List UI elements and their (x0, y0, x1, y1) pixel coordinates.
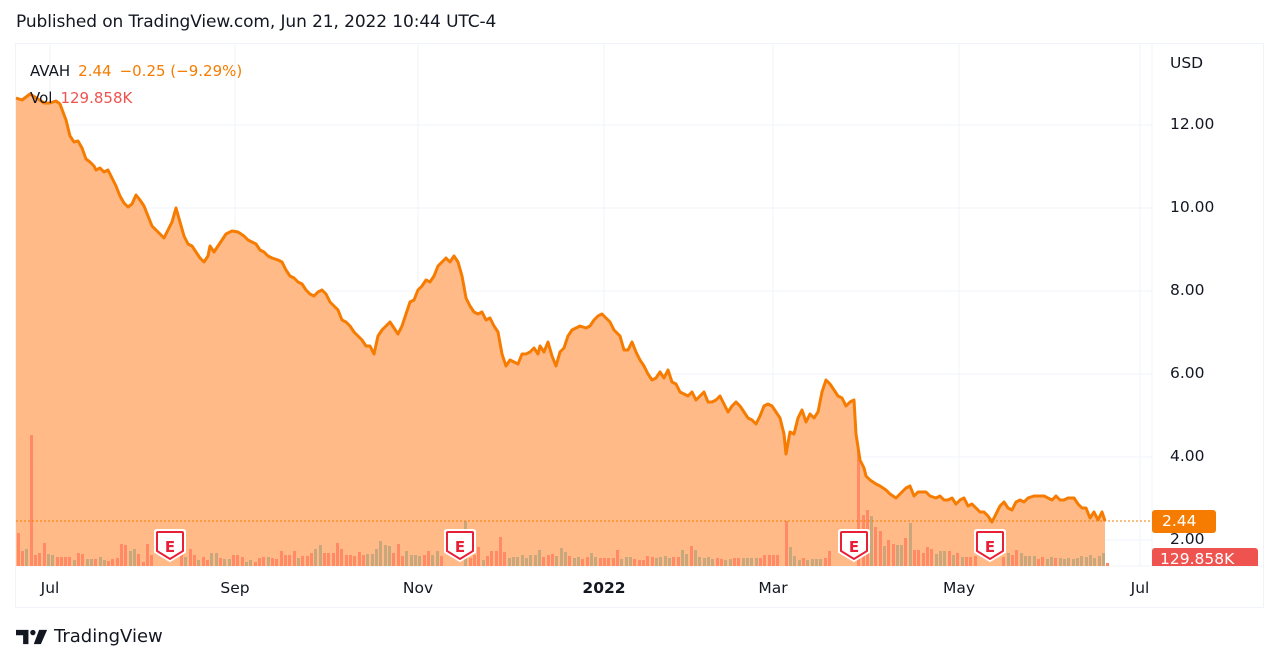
svg-text:E: E (455, 538, 465, 556)
last-price-value: 2.44 (78, 62, 112, 80)
chart-frame (15, 43, 1264, 608)
earnings-marker-3[interactable]: E (838, 529, 870, 563)
volume-label[interactable]: Vol (30, 89, 53, 107)
x-tick: Jul (1130, 579, 1150, 597)
earnings-marker-1[interactable]: E (154, 529, 186, 563)
volume-value: 129.858K (60, 89, 133, 107)
x-tick: May (942, 579, 976, 597)
currency-label[interactable]: USD (1170, 54, 1204, 72)
y-tick: 2.00 (1170, 530, 1205, 548)
x-tick: Jul (40, 579, 60, 597)
volume-bars (17, 435, 1109, 566)
svg-text:E: E (849, 538, 859, 556)
y-tick: 8.00 (1170, 281, 1205, 299)
last-price-tag: 2.44 (1152, 510, 1216, 533)
price-area (16, 94, 1105, 566)
earnings-marker-2[interactable]: E (444, 529, 476, 563)
tradingview-logo-icon (16, 629, 48, 644)
svg-text:E: E (985, 538, 995, 556)
legend-volume-row: Vol 129.858K (30, 85, 250, 112)
y-tick: 6.00 (1170, 364, 1205, 382)
published-caption: Published on TradingView.com, Jun 21, 20… (16, 12, 497, 32)
x-tick: Mar (758, 579, 788, 597)
x-tick-year: 2022 (582, 579, 626, 597)
earnings-marker-4[interactable]: E (974, 529, 1006, 563)
chart-legend: AVAH 2.44 −0.25 (−9.29%) Vol 129.858K (30, 58, 250, 112)
symbol-label[interactable]: AVAH (30, 62, 71, 80)
y-tick: 4.00 (1170, 447, 1205, 465)
price-line (15, 92, 1107, 524)
price-change-value: −0.25 (−9.29%) (119, 62, 243, 80)
x-tick: Sep (220, 579, 250, 597)
svg-text:E: E (165, 538, 175, 556)
legend-price-row: AVAH 2.44 −0.25 (−9.29%) (30, 58, 250, 85)
volume-tag: 129.858K (1152, 548, 1258, 566)
y-tick: 12.00 (1170, 115, 1215, 133)
brand-name: TradingView (54, 626, 163, 647)
x-tick: Nov (402, 579, 434, 597)
footer-branding[interactable]: TradingView (16, 626, 163, 647)
y-tick: 10.00 (1170, 198, 1215, 216)
